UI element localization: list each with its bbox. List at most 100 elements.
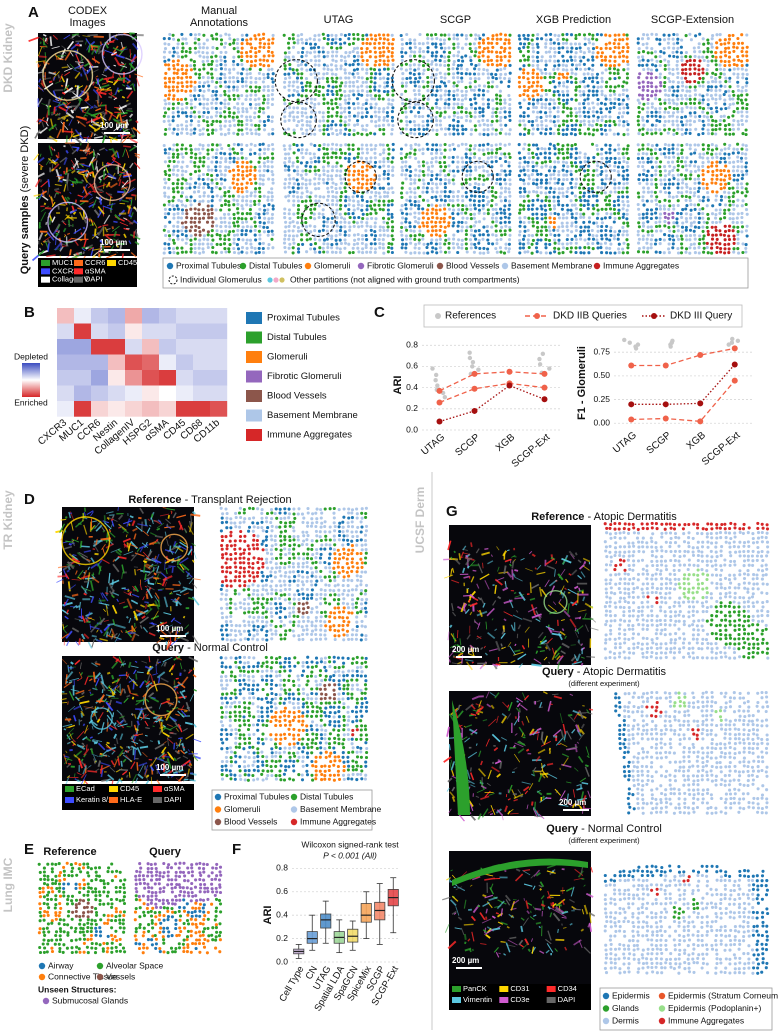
map-dot xyxy=(477,63,481,67)
map-dot xyxy=(296,41,300,45)
map-dot xyxy=(353,238,357,242)
map-dot xyxy=(352,233,357,237)
map-dot xyxy=(421,42,425,46)
map-dot xyxy=(211,220,215,224)
map-dot xyxy=(318,195,322,199)
map-dot xyxy=(377,107,381,111)
map-dot xyxy=(422,182,426,186)
image-stroke xyxy=(121,179,129,188)
map-dot xyxy=(245,190,249,194)
map-dot xyxy=(365,217,369,221)
map-dot xyxy=(386,77,390,81)
map-dot xyxy=(236,168,241,172)
map-dot xyxy=(430,54,434,58)
map-dot xyxy=(464,72,468,76)
map-dot xyxy=(671,50,675,54)
map-dot xyxy=(404,127,408,131)
map-dot xyxy=(526,45,530,49)
map-dot xyxy=(591,80,595,84)
map-dot xyxy=(309,216,313,220)
map-dot xyxy=(266,115,271,119)
map-dot xyxy=(236,143,240,147)
map-dot xyxy=(698,84,702,88)
map-dot xyxy=(305,128,309,132)
map-dot xyxy=(356,58,360,62)
map-dot xyxy=(258,77,262,81)
map-dot xyxy=(681,88,685,92)
map-dot xyxy=(262,64,266,68)
map-dot xyxy=(240,147,244,151)
map-dot xyxy=(377,177,381,181)
image-stroke xyxy=(44,37,48,42)
map-dot xyxy=(745,50,749,54)
map-dot xyxy=(374,102,378,106)
image-stroke xyxy=(82,186,88,195)
image-stroke xyxy=(85,168,89,171)
map-dot xyxy=(622,80,626,84)
map-dot xyxy=(176,42,180,46)
map-dot xyxy=(176,182,180,186)
map-dot xyxy=(351,49,355,54)
map-dot xyxy=(443,72,447,76)
map-dot xyxy=(378,46,382,50)
map-dot xyxy=(667,37,671,41)
map-dot xyxy=(531,33,535,37)
map-dot xyxy=(249,60,254,64)
map-dot xyxy=(626,97,630,101)
map-dot xyxy=(282,33,286,37)
map-dot xyxy=(351,143,355,147)
map-dot xyxy=(460,156,464,160)
map-dot xyxy=(532,105,536,110)
map-dot xyxy=(167,156,171,160)
map-dot xyxy=(477,165,482,169)
map-dot xyxy=(245,212,249,216)
map-dot xyxy=(214,54,218,58)
map-dot xyxy=(317,160,321,164)
map-dot xyxy=(185,186,189,190)
image-stroke xyxy=(36,118,40,123)
map-dot xyxy=(245,174,249,178)
map-dot xyxy=(245,199,249,203)
map-dot xyxy=(188,75,193,79)
map-dot xyxy=(577,102,582,106)
map-dot xyxy=(489,58,494,62)
image-stroke xyxy=(58,73,63,83)
map-dot xyxy=(292,106,296,110)
map-dot xyxy=(544,93,548,97)
map-dot xyxy=(522,71,526,75)
map-dot xyxy=(443,148,447,152)
map-dot xyxy=(235,85,240,89)
map-dot xyxy=(487,50,491,54)
map-dot xyxy=(667,63,671,67)
image-stroke xyxy=(115,243,120,248)
map-dot xyxy=(267,217,271,221)
map-dot xyxy=(322,156,326,160)
map-dot xyxy=(562,81,566,85)
map-dot xyxy=(266,169,270,173)
map-dot xyxy=(421,164,426,168)
map-dot xyxy=(283,102,287,106)
map-dot xyxy=(418,54,422,58)
map-dot xyxy=(248,178,252,182)
map-dot xyxy=(369,106,373,110)
image-stroke xyxy=(69,143,74,151)
map-dot xyxy=(283,207,287,211)
image-stroke xyxy=(75,44,81,47)
map-dot xyxy=(425,127,429,131)
map-dot xyxy=(430,173,434,177)
map-dot xyxy=(228,169,232,173)
map-dot xyxy=(207,84,211,88)
map-dot xyxy=(175,51,180,55)
map-dot xyxy=(304,182,308,186)
map-dot xyxy=(288,111,292,115)
map-dot xyxy=(300,199,304,204)
map-dot xyxy=(202,102,206,106)
map-dot xyxy=(330,114,334,118)
map-dot xyxy=(291,93,295,97)
map-dot xyxy=(330,174,334,178)
map-dot xyxy=(468,72,472,76)
map-dot xyxy=(671,98,675,102)
map-dot xyxy=(235,160,239,164)
map-dot xyxy=(443,63,447,68)
map-dot xyxy=(236,211,240,215)
